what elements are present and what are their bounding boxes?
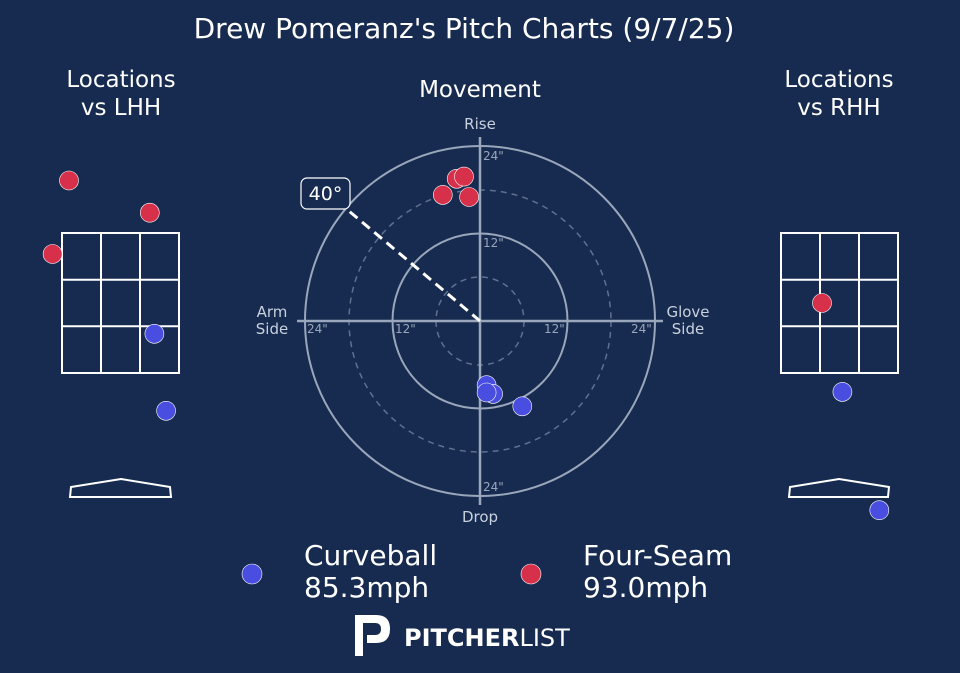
pitcherlist-logo-icon: [355, 615, 390, 656]
location-point-curveball: [156, 400, 176, 421]
arm-angle-label-box: [300, 177, 351, 210]
location-point-four-seam: [59, 170, 79, 191]
axis-label-arm-line2: Side: [256, 320, 288, 338]
rhh-title-line1: Locations: [784, 67, 893, 93]
legend-curveball-speed: 85.3mph: [304, 571, 429, 604]
brand-strong: PITCHER: [404, 624, 519, 652]
location-point-four-seam: [42, 244, 63, 264]
axis-label-glove-line2: Side: [672, 320, 704, 338]
axis-label-rise: Rise: [464, 115, 496, 133]
axis-label-glove-line1: Glove: [666, 303, 709, 321]
brand-wordmark: PITCHERLIST: [404, 624, 570, 652]
legend-curveball-marker: [241, 563, 263, 585]
location-point-four-seam: [140, 202, 160, 223]
lhh-title-line2: vs LHH: [81, 95, 161, 121]
lhh-strike-zone: [61, 232, 180, 374]
ring-label-top-inner: 12": [483, 236, 504, 250]
movement-point-four-seam: [454, 166, 474, 187]
chart-title: Drew Pomeranz's Pitch Charts (9/7/25): [194, 12, 735, 45]
movement-point-four-seam: [432, 185, 453, 205]
axis-label-drop: Drop: [462, 508, 498, 526]
location-point-curveball: [832, 382, 853, 402]
legend-four-seam-speed: 93.0mph: [583, 571, 708, 604]
rhh-title-line2: vs RHH: [797, 95, 880, 121]
legend-four-seam-name: Four-Seam: [583, 539, 732, 572]
location-point-curveball: [144, 323, 165, 344]
ring-label-left-outer: 24": [307, 322, 328, 336]
location-point-four-seam: [812, 293, 832, 313]
rhh-strike-zone: [780, 232, 899, 374]
location-point-curveball: [869, 500, 890, 521]
movement-point-curveball: [512, 396, 533, 417]
arm-angle-label: 40°: [309, 183, 343, 205]
rhh-location-points: [812, 293, 890, 521]
movement-points: [432, 166, 533, 417]
movement-point-curveball: [476, 382, 497, 403]
movement-point-four-seam: [459, 187, 479, 207]
ring-label-bottom-outer: 24": [483, 480, 504, 494]
ring-label-right-inner: 12": [544, 322, 565, 336]
arm-angle-line: [343, 206, 481, 323]
lhh-title-line1: Locations: [66, 67, 175, 93]
ring-label-left-inner: 12": [395, 322, 416, 336]
lhh-home-plate: [68, 477, 173, 498]
rhh-home-plate: [787, 477, 891, 498]
brand-light: LIST: [519, 624, 570, 652]
lhh-location-points: [42, 170, 176, 421]
axis-label-arm-line1: Arm: [257, 303, 288, 321]
movement-title: Movement: [419, 77, 541, 103]
ring-label-top-outer: 24": [483, 149, 504, 163]
legend-curveball-name: Curveball: [304, 539, 437, 572]
ring-label-right-outer: 24": [631, 322, 652, 336]
legend-four-seam-marker: [520, 563, 542, 585]
